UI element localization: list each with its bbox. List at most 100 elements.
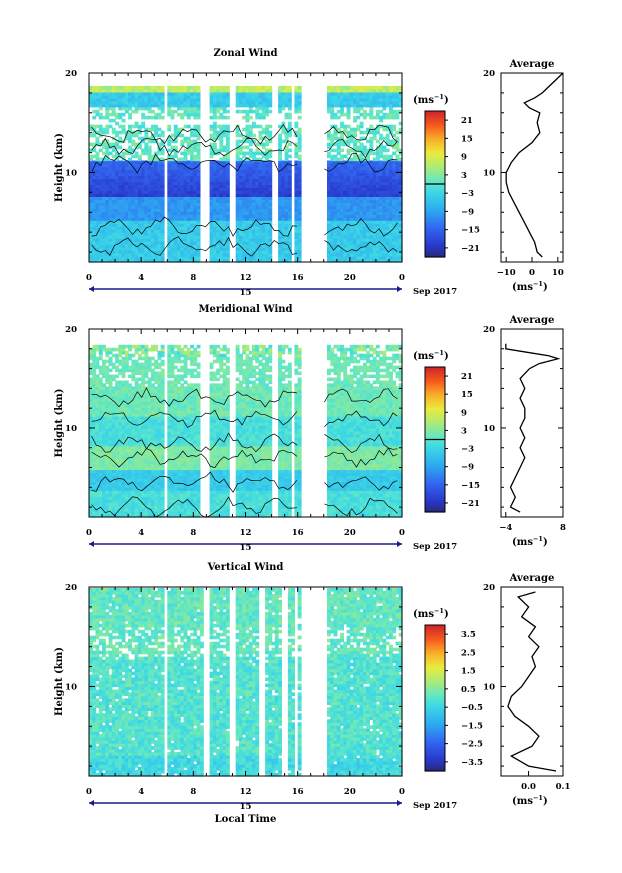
heatmap-cells [89, 85, 403, 263]
x-tick-label: 16 [292, 787, 304, 797]
date-suffix: Sep 2017 [413, 801, 457, 811]
average-x-axis-label-close: ) [543, 537, 548, 548]
x-tick-label: 16 [292, 528, 304, 538]
average-x-axis-label: (ms−1) [512, 535, 548, 548]
tick-marks [88, 586, 403, 776]
average-x-tick-label: −10 [497, 268, 516, 278]
average-title: Average [509, 59, 555, 70]
contour-line [91, 471, 398, 493]
average-frame [500, 72, 564, 263]
x-tick-label: 8 [190, 787, 196, 797]
contour-line [91, 152, 398, 174]
average-x-tick-label: 10 [552, 268, 564, 278]
average-profile-panel: Average 20 10 −4 8 (ms−1) [483, 315, 566, 548]
contour-line [91, 432, 398, 454]
contour-lines [91, 123, 398, 257]
colorbar-tick-label: −1.5 [461, 721, 483, 731]
colorbar-tick-label: 3 [461, 426, 467, 436]
x-tick-label: 8 [190, 528, 196, 538]
colorbar-unit: (ms−1) [413, 349, 449, 362]
date-label: 15 [240, 543, 252, 553]
date-label: 15 [240, 802, 252, 812]
contour-line [91, 496, 398, 518]
average-x-tick-label: 8 [560, 523, 566, 533]
average-profile-line [507, 591, 557, 772]
average-x-tick-label: 0 [529, 268, 535, 278]
contour-line [91, 137, 398, 159]
tick-marks [88, 72, 403, 262]
average-title: Average [509, 315, 555, 326]
colorbar-tick-label: −3 [461, 445, 474, 455]
average-x-axis-label: (ms−1) [512, 794, 548, 807]
colorbar-tick-label: −21 [461, 499, 480, 509]
tick-marks [88, 328, 403, 517]
contour-line [91, 123, 398, 145]
average-x-axis-label-exponent: −1 [533, 535, 543, 543]
y-tick-label: 10 [65, 424, 77, 434]
average-x-tick-label: −4 [499, 523, 512, 533]
heatmap-cells [89, 588, 403, 777]
average-title: Average [509, 573, 555, 584]
average-x-axis-label-exponent: −1 [533, 794, 543, 802]
colorbar-unit: (ms−1) [413, 607, 449, 620]
average-frame [500, 586, 564, 777]
panel-title: Meridional Wind [198, 304, 292, 315]
y-axis-label: Height (km) [54, 647, 65, 716]
colorbar-tick-label: 2.5 [461, 648, 476, 658]
colorbar-unit-close: ) [444, 351, 449, 362]
average-y-tick-label: 10 [483, 682, 495, 692]
date-bar-arrow-right [397, 541, 402, 547]
x-tick-label: 4 [138, 528, 144, 538]
panel-zonal: Zonal Wind 10 20 Height (km) 0 4 8 12 16 20 0 15 Sep… [54, 48, 564, 298]
colorbar-unit-exponent: −1 [434, 93, 444, 101]
average-y-tick-label: 10 [483, 168, 495, 178]
colorbar-tick-label: −9 [461, 463, 474, 473]
average-x-tick-label: 0.1 [556, 782, 571, 792]
date-suffix: Sep 2017 [413, 542, 457, 552]
x-tick-label: 12 [240, 273, 252, 283]
colorbar-tick-label: −2.5 [461, 740, 483, 750]
colorbar-tick-label: 0.5 [461, 685, 476, 695]
date-bar-arrow-left [89, 541, 94, 547]
average-x-axis-label-exponent: −1 [533, 280, 543, 288]
date-bar-arrow-right [397, 800, 402, 806]
colorbar-tick-label: −15 [461, 481, 480, 491]
colorbar-tick-label: −3.5 [461, 758, 483, 768]
colorbar-tick-label: 21 [461, 116, 473, 126]
contour-line [91, 387, 398, 408]
colorbar: 21 15 9 3 −3 −9 −15 −21 [424, 366, 480, 513]
y-axis-label: Height (km) [54, 389, 65, 458]
average-profile-panel: Average 20 10 −10 0 10 (ms−1) [483, 59, 564, 293]
colorbar-unit-close: ) [444, 95, 449, 106]
x-tick-label: 0 [399, 787, 405, 797]
average-frame [500, 328, 564, 518]
colorbar-unit-exponent: −1 [434, 349, 444, 357]
y-tick-label: 20 [65, 69, 77, 79]
x-tick-label: 8 [190, 273, 196, 283]
heatmap-cells [89, 344, 403, 518]
y-axis-label: Height (km) [54, 133, 65, 202]
x-tick-label: 0 [86, 528, 92, 538]
average-y-tick-label: 20 [483, 69, 495, 79]
contour-lines [91, 387, 398, 518]
x-tick-label: 20 [344, 787, 356, 797]
colorbar-unit-base: (ms [413, 351, 434, 362]
x-tick-label: 16 [292, 273, 304, 283]
y-tick-label: 20 [65, 325, 77, 335]
contour-line [91, 236, 398, 257]
average-x-axis-label: (ms−1) [512, 280, 548, 293]
colorbar-unit-close: ) [444, 609, 449, 620]
colorbar: 3.5 2.5 1.5 0.5 −0.5 −1.5 −2.5 −3.5 [424, 624, 483, 772]
colorbar-unit-base: (ms [413, 95, 434, 106]
x-tick-label: 4 [138, 273, 144, 283]
x-tick-label: 4 [138, 787, 144, 797]
x-tick-label: 0 [86, 787, 92, 797]
average-profile-panel: Average 20 10 0.0 0.1 (ms−1) [483, 573, 570, 807]
colorbar-unit: (ms−1) [413, 93, 449, 106]
x-tick-label: 0 [399, 273, 405, 283]
date-bar-arrow-left [89, 800, 94, 806]
panel-merid: Meridional Wind 10 20 Height (km) 0 4 8 12 16 20 0… [54, 304, 566, 553]
average-profile-line [505, 72, 564, 258]
average-profile-line [505, 343, 561, 513]
